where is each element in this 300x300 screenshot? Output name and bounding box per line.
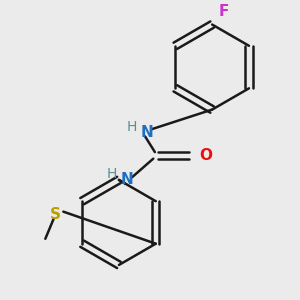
- Text: N: N: [140, 125, 153, 140]
- Text: H: H: [106, 167, 117, 181]
- Text: F: F: [219, 4, 229, 19]
- Text: H: H: [127, 120, 137, 134]
- Text: O: O: [199, 148, 212, 163]
- Text: N: N: [121, 172, 134, 188]
- Text: S: S: [50, 207, 61, 222]
